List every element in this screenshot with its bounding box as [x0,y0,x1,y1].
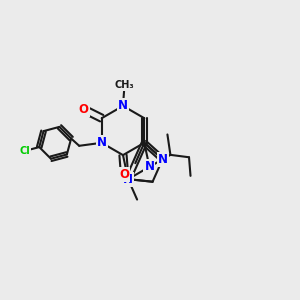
Text: N: N [123,173,133,186]
Text: Cl: Cl [20,146,30,156]
Text: N: N [144,160,154,173]
Text: N: N [118,99,128,112]
Text: O: O [79,103,89,116]
Text: N: N [158,153,168,166]
Text: N: N [97,136,107,149]
Text: CH₃: CH₃ [115,80,134,90]
Text: O: O [119,168,130,181]
